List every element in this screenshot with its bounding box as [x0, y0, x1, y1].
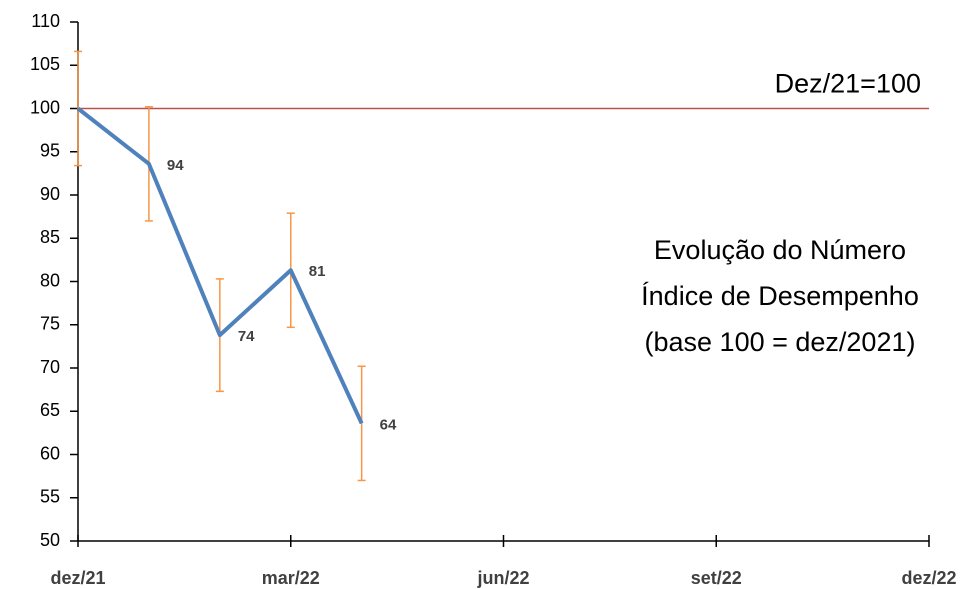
- data-label: 64: [380, 416, 397, 433]
- annotation: (base 100 = dez/2021): [645, 327, 916, 357]
- annotation: Índice de Desempenho: [641, 281, 919, 311]
- y-tick-label: 55: [40, 487, 60, 507]
- line: [76, 106, 364, 425]
- y-tick-label: 70: [40, 357, 60, 377]
- y-tick-label: 100: [30, 97, 60, 117]
- x-tick-label: jun/22: [476, 568, 529, 588]
- y-tick-label: 105: [30, 54, 60, 74]
- y-tick-label: 110: [31, 11, 60, 31]
- x-tick-label: dez/21: [50, 568, 105, 588]
- data-label: 74: [238, 328, 255, 345]
- annotation: Evolução do Número: [654, 235, 906, 265]
- y-tick-label: 50: [40, 530, 60, 550]
- y-tick-label: 80: [40, 270, 60, 290]
- y-tick-label: 65: [40, 400, 60, 420]
- x-tick-label: set/22: [691, 568, 742, 588]
- y-tick-label: 85: [40, 227, 60, 247]
- x-tick-label: mar/22: [262, 568, 320, 588]
- reference-label: Dez/21=100: [775, 69, 921, 99]
- x-tick-label: dez/22: [901, 568, 956, 588]
- y-tick-label: 95: [40, 141, 60, 161]
- data-label: 94: [167, 157, 184, 174]
- y-tick-label: 75: [40, 314, 60, 334]
- data-label: 81: [309, 263, 326, 280]
- y-tick-label: 90: [40, 184, 60, 204]
- y-tick-label: 60: [40, 443, 60, 463]
